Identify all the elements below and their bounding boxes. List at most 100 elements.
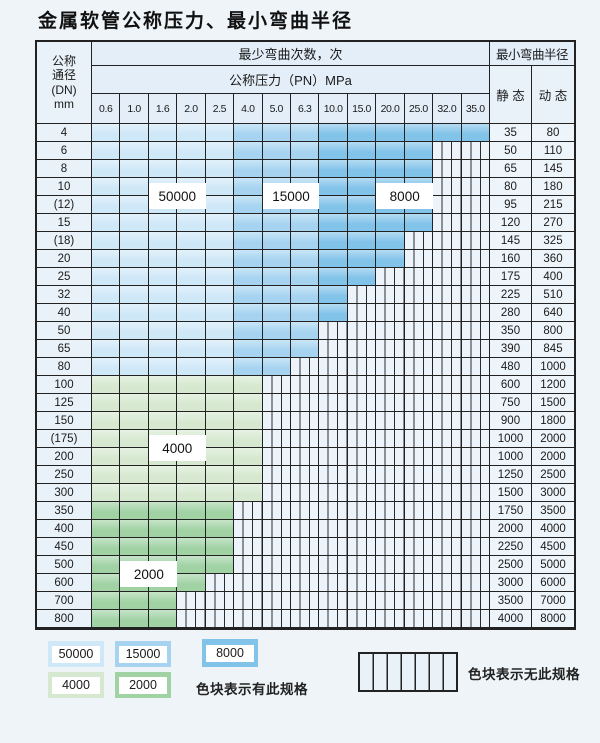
- cycle-count-label: 4000: [148, 435, 206, 461]
- static-radius-cell: 120: [490, 214, 532, 232]
- spec-cell-unavailable: [376, 304, 405, 322]
- spec-cell-available: [177, 556, 206, 574]
- spec-cell-available: [120, 124, 149, 142]
- page-title: 金属软管公称压力、最小弯曲半径: [38, 10, 354, 32]
- pressure-tick: 2.0: [177, 94, 206, 124]
- pressure-tick: 35.0: [461, 94, 490, 124]
- table-row: 800 4000 8000: [37, 610, 574, 628]
- spec-cell-available: [92, 178, 121, 196]
- spec-cell-available: [205, 214, 235, 232]
- spec-cell-available: [92, 160, 121, 178]
- spec-cell-unavailable: [376, 466, 405, 484]
- spec-cell-available: [177, 142, 206, 160]
- spec-cell-available: [177, 574, 206, 592]
- spec-cell-unavailable: [404, 322, 434, 340]
- static-radius-cell: 900: [490, 412, 532, 430]
- dn-cell: 200: [37, 448, 92, 466]
- spec-cell-unavailable: [433, 142, 462, 160]
- spec-cell-unavailable: [291, 412, 320, 430]
- dynamic-radius-cell: 325: [532, 232, 574, 250]
- spec-cell-available: [148, 520, 178, 538]
- spec-cell-available: [205, 304, 235, 322]
- spec-cell-available: [92, 250, 121, 268]
- spec-cell-unavailable: [291, 466, 320, 484]
- spec-cell-available: [148, 610, 178, 628]
- static-radius-cell: 390: [490, 340, 532, 358]
- spec-cell-available: [376, 142, 405, 160]
- spec-cell-available: [148, 358, 178, 376]
- static-radius-cell: 95: [490, 196, 532, 214]
- spec-cell-unavailable: [404, 412, 434, 430]
- spec-cell-unavailable: [404, 556, 434, 574]
- spec-cell-unavailable: [177, 610, 206, 628]
- dn-cell: 100: [37, 376, 92, 394]
- spec-cell-available: [177, 268, 206, 286]
- spec-cell-available: [319, 214, 348, 232]
- spec-cell-available: [234, 214, 263, 232]
- spec-cell-available: [234, 232, 263, 250]
- spec-cell-available: [205, 466, 235, 484]
- dynamic-radius-cell: 4500: [532, 538, 574, 556]
- spec-cell-available: [120, 268, 149, 286]
- spec-cell-available: [205, 502, 235, 520]
- legend-swatch-50000: 50000: [48, 641, 104, 667]
- legend-swatch-8000: 8000: [202, 639, 258, 667]
- spec-cell-available: [177, 376, 206, 394]
- dn-cell: 125: [37, 394, 92, 412]
- spec-cell-available: [92, 286, 121, 304]
- spec-cell-available: [148, 304, 178, 322]
- spec-cell-available: [291, 268, 320, 286]
- spec-cell-unavailable: [461, 376, 490, 394]
- bend-cycles-header: 最少弯曲次数，次: [92, 42, 490, 66]
- spec-cell-unavailable: [461, 610, 490, 628]
- spec-cell-unavailable: [291, 592, 320, 610]
- spec-cell-unavailable: [461, 214, 490, 232]
- spec-cell-available: [262, 142, 291, 160]
- dynamic-radius-cell: 180: [532, 178, 574, 196]
- spec-cell-unavailable: [262, 448, 291, 466]
- spec-cell-unavailable: [347, 412, 377, 430]
- dn-cell: 400: [37, 520, 92, 538]
- spec-cell-unavailable: [347, 484, 377, 502]
- dn-cell: (18): [37, 232, 92, 250]
- spec-cell-available: [148, 412, 178, 430]
- spec-cell-unavailable: [404, 394, 434, 412]
- spec-cell-unavailable: [433, 610, 462, 628]
- legend-hatch-swatch: [358, 652, 458, 692]
- dn-cell: 80: [37, 358, 92, 376]
- spec-cell-available: [120, 232, 149, 250]
- spec-cell-unavailable: [319, 502, 348, 520]
- spec-cell-unavailable: [433, 250, 462, 268]
- spec-cell-unavailable: [461, 430, 490, 448]
- spec-cell-unavailable: [461, 232, 490, 250]
- table-row: 200 1000 2000: [37, 448, 574, 466]
- table-row: 250 1250 2500: [37, 466, 574, 484]
- table-row: 32 225 510: [37, 286, 574, 304]
- spec-cell-available: [234, 412, 263, 430]
- spec-cell-available: [291, 160, 320, 178]
- spec-cell-unavailable: [433, 448, 462, 466]
- spec-cell-available: [92, 232, 121, 250]
- spec-cell-unavailable: [347, 394, 377, 412]
- spec-cell-unavailable: [262, 430, 291, 448]
- static-radius-cell: 3000: [490, 574, 532, 592]
- dn-cell: 800: [37, 610, 92, 628]
- legend-unavailable-note: 色块表示无此规格: [468, 667, 580, 682]
- static-radius-cell: 160: [490, 250, 532, 268]
- spec-cell-available: [120, 250, 149, 268]
- spec-cell-available: [291, 214, 320, 232]
- cycle-count-label: 50000: [148, 183, 206, 209]
- dn-cell: (175): [37, 430, 92, 448]
- spec-cell-available: [205, 394, 235, 412]
- dn-cell: 32: [37, 286, 92, 304]
- spec-cell-available: [347, 178, 377, 196]
- spec-cell-available: [120, 592, 149, 610]
- spec-cell-unavailable: [461, 484, 490, 502]
- spec-cell-unavailable: [291, 394, 320, 412]
- dn-cell: 600: [37, 574, 92, 592]
- spec-cell-available: [120, 286, 149, 304]
- spec-cell-available: [262, 250, 291, 268]
- spec-cell-unavailable: [461, 448, 490, 466]
- dn-cell: 65: [37, 340, 92, 358]
- spec-cell-available: [205, 430, 235, 448]
